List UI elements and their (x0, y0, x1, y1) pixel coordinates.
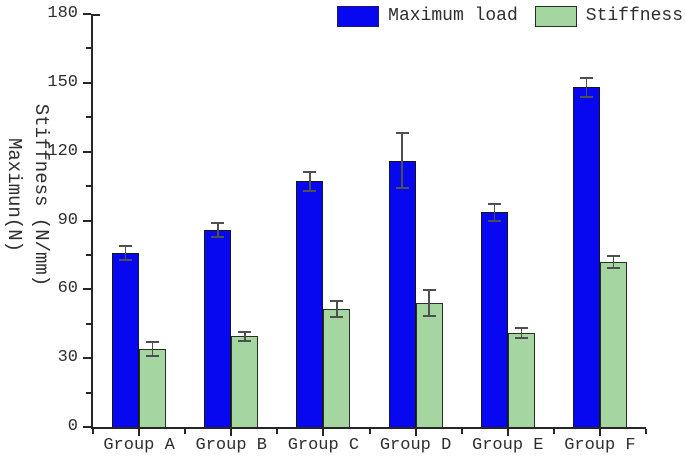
error-bar-cap-top (211, 221, 225, 224)
y-minor-tick (86, 322, 91, 325)
error-bar-line (428, 290, 430, 316)
error-bar-cap-top (330, 299, 344, 302)
y-tick-label: 90 (57, 210, 78, 230)
y-major-tick (83, 219, 91, 222)
y-minor-tick (86, 116, 91, 119)
error-bar-cap-top (303, 171, 317, 174)
x-minor-tick (92, 429, 94, 434)
x-major-tick (138, 429, 141, 436)
x-major-tick (598, 429, 601, 436)
x-minor-tick (645, 429, 647, 434)
error-bar-cap-top (487, 203, 501, 206)
error-bar-cap-bottom (238, 339, 252, 342)
legend-label-maximum-load: Maximum load (388, 6, 518, 26)
y-minor-tick (86, 391, 91, 394)
x-major-tick (414, 429, 417, 436)
bar-maximum-load (296, 181, 324, 427)
error-bar-cap-top (395, 132, 409, 135)
error-bar-line (612, 256, 615, 268)
bar-maximum-load (112, 252, 140, 427)
x-axis-line (91, 427, 646, 429)
legend-swatch-stiffness (534, 5, 577, 27)
error-bar-cap-top (422, 289, 436, 292)
error-bar-line (244, 331, 246, 341)
y-major-tick (83, 288, 91, 291)
bar-stiffness (599, 261, 627, 427)
error-bar-cap-bottom (422, 314, 436, 317)
error-bar-cap-bottom (119, 258, 133, 261)
error-bar-cap-top (238, 330, 252, 333)
error-bar-line (217, 222, 219, 237)
error-bar-line (151, 342, 154, 356)
error-bar-cap-top (146, 341, 160, 344)
x-minor-tick (184, 429, 187, 434)
bar-maximum-load (388, 160, 416, 427)
y-minor-tick (86, 253, 91, 256)
error-bar-line (520, 328, 522, 338)
error-bar-cap-bottom (395, 187, 409, 190)
x-minor-tick (460, 429, 463, 434)
error-bar-cap-top (514, 327, 528, 330)
x-minor-tick (368, 429, 371, 434)
error-bar-cap-bottom (579, 95, 593, 98)
bar-stiffness (323, 308, 351, 427)
y-major-tick (83, 81, 91, 84)
y-tick-label: 0 (67, 417, 78, 436)
bar-stiffness (139, 348, 167, 427)
y-major-tick (83, 13, 91, 15)
legend-swatch-maximum-load (337, 5, 380, 27)
bar-stiffness (415, 303, 443, 427)
x-tick-label: Group D (379, 436, 452, 455)
x-major-tick (506, 429, 509, 436)
x-major-tick (322, 429, 325, 436)
y-tick-label: 30 (57, 348, 78, 368)
bar-maximum-load (480, 212, 508, 427)
error-bar-cap-top (119, 244, 133, 247)
y-minor-tick (86, 47, 91, 50)
x-tick-label: Group B (195, 436, 267, 455)
y-tick-label: 120 (47, 141, 78, 161)
x-minor-tick (276, 429, 279, 434)
error-bar-cap-bottom (303, 189, 317, 192)
y-tick-label: 180 (47, 4, 78, 23)
legend: Maximum load Stiffness (337, 2, 683, 30)
legend-label-stiffness: Stiffness (585, 6, 683, 26)
y-tick-label: 150 (47, 72, 78, 92)
error-bar-cap-bottom (606, 266, 620, 269)
x-minor-tick (552, 429, 555, 434)
bar-stiffness (231, 336, 259, 427)
error-bar-cap-top (579, 77, 593, 80)
y-axis-end-cap (93, 14, 100, 16)
error-bar-cap-bottom (146, 354, 160, 357)
y-tick-label: 60 (57, 279, 78, 299)
y-axis-line (91, 14, 93, 429)
y-major-tick (83, 357, 91, 360)
error-bar-cap-top (606, 255, 620, 258)
x-tick-label: Group C (287, 436, 360, 455)
bar-maximum-load (572, 87, 600, 427)
x-major-tick (230, 429, 233, 436)
error-bar-line (124, 245, 127, 260)
error-bar-cap-bottom (514, 336, 528, 339)
error-bar-line (309, 172, 311, 191)
x-tick-label: Group A (103, 436, 175, 455)
error-bar-line (493, 204, 495, 221)
y-major-tick (83, 426, 91, 428)
bar-stiffness (507, 332, 535, 427)
x-tick-label: Group F (564, 436, 636, 455)
y-minor-tick (86, 185, 91, 188)
error-bar-cap-bottom (330, 315, 344, 318)
x-tick-label: Group E (472, 436, 544, 455)
error-bar-line (585, 78, 588, 97)
error-bar-line (336, 300, 338, 317)
error-bar-line (401, 133, 403, 189)
bar-maximum-load (204, 229, 232, 427)
error-bar-cap-bottom (487, 219, 501, 222)
y-major-tick (83, 150, 91, 153)
error-bar-cap-bottom (211, 235, 225, 238)
